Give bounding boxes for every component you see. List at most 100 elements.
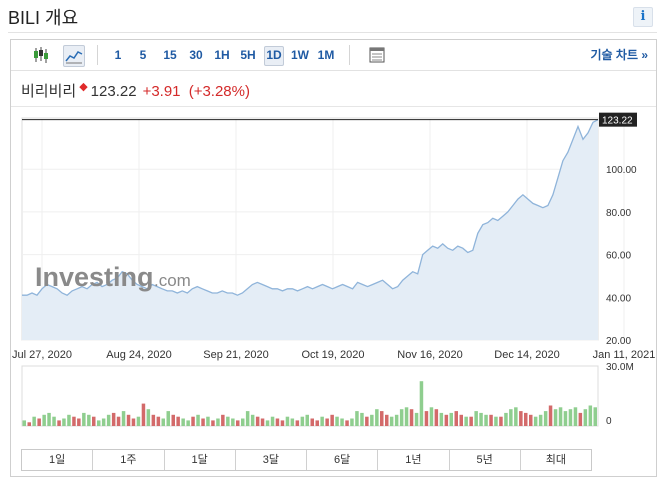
volume-bar (583, 409, 588, 426)
period-6month[interactable]: 6달 (307, 450, 379, 470)
volume-bar (62, 418, 66, 426)
price-chart[interactable]: Jul 27, 2020 Aug 24, 2020 Sep 21, 2020 Oct … (11, 40, 656, 445)
volume-bar (206, 416, 210, 426)
volume-bar (519, 411, 523, 426)
period-1year[interactable]: 1년 (378, 450, 450, 470)
volume-bar (141, 403, 146, 426)
y-tick-label: 60.00 (606, 251, 631, 262)
y-tick-label: 40.00 (606, 293, 631, 304)
volume-bar (514, 407, 518, 426)
info-icon[interactable]: i (633, 7, 653, 27)
volume-bar (101, 418, 106, 426)
volume-bar (52, 416, 56, 426)
page-title: BILI 개요 (8, 8, 79, 28)
volume-bar (315, 420, 319, 426)
volume-bar (265, 420, 270, 426)
live-indicator-icon: ◆ (79, 81, 88, 93)
volume-bar (111, 412, 116, 426)
period-3month[interactable]: 3달 (235, 450, 307, 470)
volume-bar (181, 418, 185, 426)
volume-bar (32, 416, 36, 426)
volume-bar (231, 418, 235, 426)
volume-bar (494, 416, 498, 426)
volume-bar (434, 409, 439, 426)
volume-bar (578, 412, 583, 426)
volume-bar (47, 412, 51, 426)
area-chart-icon[interactable] (63, 45, 85, 67)
volume-bar (588, 405, 593, 426)
chart-toolbar: 1 5 15 30 1H 5H 1D 1W 1M 기술 차트 » (11, 40, 656, 71)
volume-bar (250, 414, 255, 426)
interval-1week[interactable]: 1W (291, 48, 309, 62)
interval-30min[interactable]: 30 (189, 48, 203, 62)
volume-bar (171, 414, 175, 426)
interval-5min[interactable]: 5 (139, 48, 147, 62)
volume-bar (340, 418, 344, 426)
volume-area (21, 365, 599, 427)
volume-bar (310, 418, 314, 426)
interval-1month[interactable]: 1M (317, 48, 335, 62)
volume-bar (92, 416, 96, 426)
period-max[interactable]: 최대 (520, 450, 591, 470)
period-1month[interactable]: 1달 (164, 450, 236, 470)
price-change-percent: (+3.28%) (188, 83, 250, 100)
title-divider (8, 32, 657, 33)
period-1week[interactable]: 1주 (93, 450, 165, 470)
volume-bar (97, 420, 101, 426)
advanced-chart-link[interactable]: 기술 차트 » (590, 48, 648, 62)
volume-bar (72, 416, 76, 426)
x-tick-label: Aug 24, 2020 (106, 349, 171, 361)
toolbar-separator (349, 45, 350, 65)
volume-bar (479, 412, 483, 426)
volume-bar (186, 420, 190, 426)
volume-bar (241, 418, 245, 426)
table-icon[interactable] (367, 45, 387, 65)
volume-bar (42, 414, 46, 426)
volume-bar (439, 412, 444, 426)
interval-1day[interactable]: 1D (264, 46, 284, 66)
volume-bar (524, 412, 528, 426)
volume-bar (469, 416, 473, 426)
volume-bar (553, 409, 558, 426)
interval-5hour[interactable]: 5H (240, 48, 256, 62)
interval-1hour[interactable]: 1H (214, 48, 230, 62)
x-tick-label: Sep 21, 2020 (203, 349, 268, 361)
candlestick-chart-icon[interactable] (31, 45, 51, 65)
volume-bar (300, 416, 305, 426)
volume-bar (77, 418, 81, 426)
volume-bar (67, 414, 71, 426)
volume-bar (82, 412, 86, 426)
volume-bar (404, 407, 409, 426)
volume-bar (380, 411, 384, 426)
volume-bar (568, 409, 573, 426)
volume-bar (543, 411, 548, 426)
volume-bar (538, 414, 543, 426)
volume-bar (409, 409, 414, 426)
y-tick-label: 100.00 (606, 165, 637, 176)
volume-bar (484, 414, 488, 426)
volume-bar (330, 414, 334, 426)
volume-bar (290, 418, 295, 426)
volume-bar (414, 412, 419, 426)
volume-bar (275, 418, 280, 426)
volume-bar (280, 420, 285, 426)
volume-bar (489, 414, 493, 426)
y-tick-label: 80.00 (606, 208, 631, 219)
quote-divider (11, 106, 656, 107)
period-5year[interactable]: 5년 (449, 450, 521, 470)
volume-bar (345, 420, 349, 426)
volume-bar (106, 414, 111, 426)
volume-max-label: 30.0M (606, 362, 634, 373)
quote-line: 비리비리 ◆ 123.22 +3.91 (+3.28%) (21, 80, 250, 101)
volume-bar (221, 414, 225, 426)
volume-bar (370, 414, 374, 426)
volume-bar (389, 416, 394, 426)
interval-1min[interactable]: 1 (114, 48, 122, 62)
volume-bar (22, 420, 26, 426)
interval-15min[interactable]: 15 (163, 48, 177, 62)
volume-bar (355, 411, 359, 426)
period-1day[interactable]: 1일 (22, 450, 94, 470)
volume-bar (385, 414, 389, 426)
volume-bar (87, 414, 91, 426)
x-tick-label: Oct 19, 2020 (302, 349, 365, 361)
